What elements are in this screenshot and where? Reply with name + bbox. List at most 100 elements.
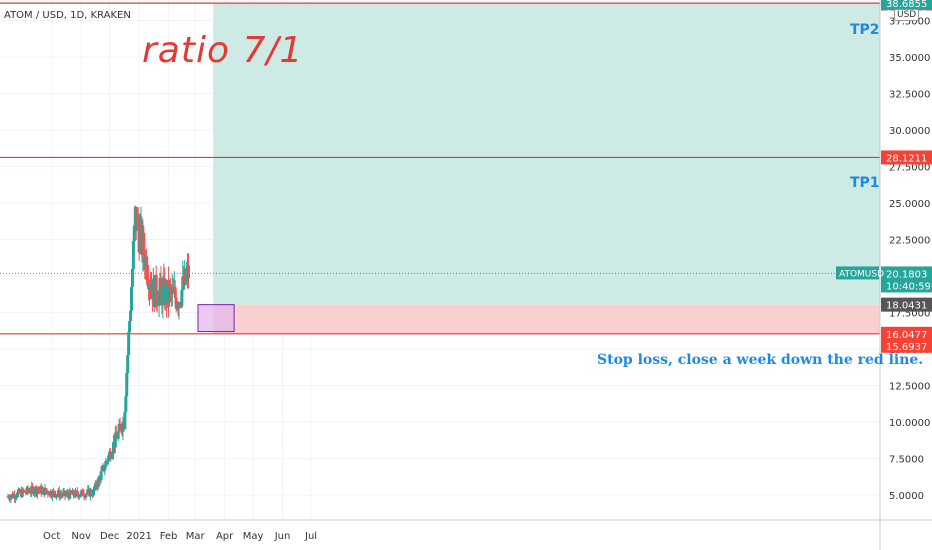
candle-body (51, 490, 55, 497)
candle-body (118, 423, 122, 426)
candle-body (46, 491, 50, 495)
candle-body (168, 286, 171, 302)
candle-body (130, 268, 134, 288)
candle-body (57, 490, 61, 498)
candle-body (128, 320, 132, 333)
candle-body (37, 490, 41, 492)
candle-body (145, 256, 149, 279)
y-tick-label: 27.5000 (889, 163, 930, 174)
candle-body (92, 489, 95, 496)
candle-body (66, 492, 70, 496)
candle-body (75, 491, 79, 495)
candle-body (100, 467, 104, 472)
candle-body (73, 490, 77, 497)
candle-body (69, 490, 73, 494)
y-tick-label: 22.5000 (889, 236, 930, 247)
candle-body (78, 495, 82, 497)
tp1-price-tag-bg (881, 150, 932, 165)
candle-body (111, 453, 114, 457)
tp2-price-tag-bg (881, 0, 932, 11)
candle-body (74, 490, 78, 492)
profit-zone (213, 3, 880, 305)
stop-price-tag-text: 16.0477 (886, 330, 927, 341)
candle-body (40, 489, 44, 494)
candle-body (154, 274, 158, 301)
candle-body (155, 300, 159, 305)
candle-body (58, 494, 62, 498)
position-zones (197, 3, 880, 334)
candle-body (130, 287, 133, 311)
candle-body (29, 492, 33, 494)
low-price-tag: 15.6937 (881, 338, 932, 353)
current-price-tag-text: 10:40:59 (886, 281, 931, 292)
candle-body (68, 490, 72, 499)
candle-body (180, 290, 184, 307)
candle-body (21, 489, 25, 492)
candle-body (187, 265, 190, 279)
candle-body (149, 284, 152, 289)
candle-body (55, 494, 59, 496)
candle-body (107, 455, 111, 461)
candle-body (28, 491, 32, 494)
candle-body (61, 492, 65, 496)
candle-body (109, 451, 113, 459)
entry-price-tag-bg (881, 297, 932, 312)
candle-body (131, 241, 135, 269)
candle-body (53, 490, 57, 495)
x-tick-label: Oct (43, 531, 60, 542)
horizontal-levels (0, 2, 880, 335)
candle-body (81, 489, 85, 496)
candle-body (95, 487, 99, 489)
candle-body (127, 332, 131, 355)
time-axis[interactable]: Oct Nov Dec 2021 Feb Mar Apr May Jun Jul (0, 519, 932, 542)
candle-body (113, 432, 117, 448)
x-tick-label: Mar (186, 531, 206, 542)
candle-body (94, 483, 98, 488)
stop-loss-annotation: Stop loss, close a week down the red lin… (597, 352, 924, 368)
symbol-tag-text: ATOMUSD (839, 269, 884, 279)
candle-body (49, 491, 53, 496)
y-tick-label: 37.5000 (889, 16, 930, 27)
candle-body (79, 491, 83, 496)
candle-body (161, 285, 165, 306)
symbol-title: ATOM / USD, 1D, KRAKEN (4, 10, 131, 21)
price-axis[interactable]: 5.00007.500010.000012.500015.000017.5000… (879, 0, 930, 550)
x-tick-label: Nov (71, 531, 91, 542)
tp2-label: TP2 (850, 22, 880, 38)
candle-body (117, 423, 121, 432)
candle-body (114, 432, 118, 437)
candle-body (24, 492, 28, 494)
candle-body (82, 495, 86, 497)
y-tick-label: 32.5000 (889, 89, 930, 100)
candle-body (86, 489, 90, 494)
candle-body (14, 497, 18, 499)
candles (6, 205, 190, 503)
x-tick-label: May (243, 531, 264, 542)
candle-body (63, 490, 67, 496)
candle-body (124, 396, 128, 413)
y-tick-label: 30.0000 (889, 126, 930, 137)
candle-body (174, 297, 178, 309)
x-tick-label: 2021 (126, 531, 151, 542)
candle-body (142, 232, 146, 256)
candle-body (84, 494, 88, 498)
stop-price-tag-bg (881, 326, 932, 341)
candle-body (13, 494, 17, 499)
candle-body (146, 278, 150, 283)
candle-body (96, 478, 100, 488)
candle-body (44, 488, 48, 492)
y-tick-label: 17.5000 (889, 309, 930, 320)
y-tick-label: 5.0000 (889, 491, 924, 502)
entry-price-tag: 18.0431 (881, 297, 932, 312)
candle-body (85, 493, 89, 495)
candle-body (43, 488, 47, 495)
candle-body (110, 456, 114, 459)
candle-body (72, 490, 76, 496)
currency-badge[interactable]: USD (894, 9, 920, 21)
candle-body (132, 225, 136, 242)
candle-body (32, 487, 36, 495)
symbol-tag-bg (836, 266, 879, 280)
y-tick-label: 25.0000 (889, 199, 930, 210)
